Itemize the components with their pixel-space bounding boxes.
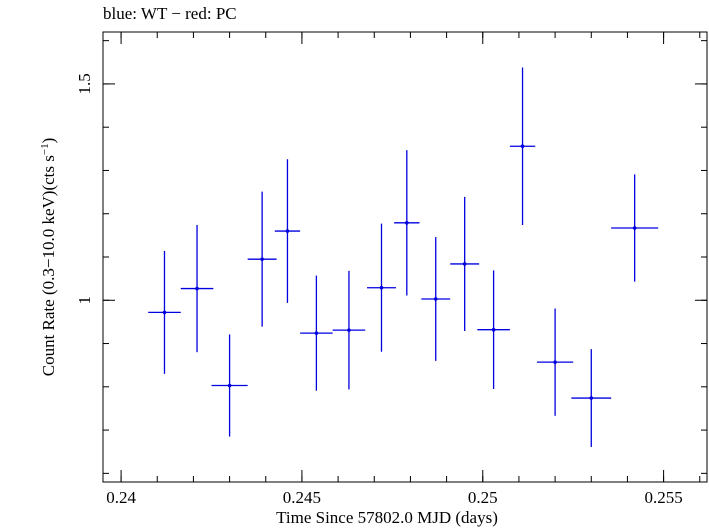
data-point [367, 223, 396, 352]
data-point [571, 349, 612, 447]
x-tick-label: 0.24 [106, 488, 136, 507]
point-marker [314, 331, 319, 335]
point-marker [405, 221, 409, 225]
point-marker [491, 327, 496, 332]
chart-title: blue: WT − red: PC [103, 4, 237, 23]
y-axis-label: Count Rate (0.3−10.0 keV)(cts s−1) [39, 138, 58, 377]
x-tick-label: 0.245 [283, 488, 321, 507]
x-tick-label: 0.255 [644, 488, 682, 507]
point-marker [227, 383, 232, 388]
data-point [509, 67, 536, 225]
point-marker [462, 262, 467, 266]
y-tick-label: 1 [75, 296, 94, 305]
point-marker [260, 257, 264, 261]
data-point [274, 159, 301, 303]
data-point [537, 308, 574, 416]
y-tick-label: 1.5 [75, 73, 94, 94]
data-point [300, 275, 333, 391]
point-marker [632, 226, 637, 230]
data-point [332, 270, 366, 390]
x-axis-label: Time Since 57802.0 MJD (days) [276, 508, 498, 527]
plot-frame [102, 31, 708, 483]
point-marker [379, 285, 384, 290]
point-marker [520, 144, 525, 149]
point-marker [553, 360, 557, 364]
data-point [477, 270, 510, 389]
y-axis-label-superscript: −1 [39, 143, 51, 155]
data-point [247, 191, 277, 327]
data-point [211, 334, 248, 437]
data-point [611, 174, 659, 282]
point-marker [433, 297, 438, 301]
data-point [180, 224, 214, 353]
point-marker [195, 286, 199, 291]
y-axis-label-end: ) [39, 138, 58, 144]
data-points [148, 67, 659, 447]
point-marker [162, 310, 167, 315]
point-marker [347, 328, 351, 332]
data-point [148, 250, 181, 374]
x-tick-label: 0.25 [468, 488, 498, 507]
point-marker [589, 396, 594, 400]
data-point [450, 196, 480, 331]
data-point [394, 150, 420, 296]
y-axis-label-main: Count Rate (0.3−10.0 keV)(cts s [39, 155, 58, 376]
x-tick-labels: 0.24 0.245 0.25 0.255 [106, 488, 683, 507]
y-tick-labels: 11.5 [75, 73, 94, 304]
point-marker [285, 229, 290, 233]
data-point [421, 237, 451, 361]
axis-ticks [103, 32, 707, 482]
